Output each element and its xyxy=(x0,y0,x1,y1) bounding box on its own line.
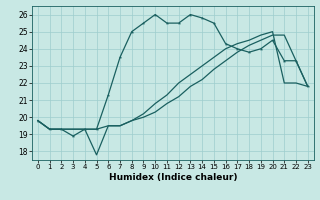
X-axis label: Humidex (Indice chaleur): Humidex (Indice chaleur) xyxy=(108,173,237,182)
